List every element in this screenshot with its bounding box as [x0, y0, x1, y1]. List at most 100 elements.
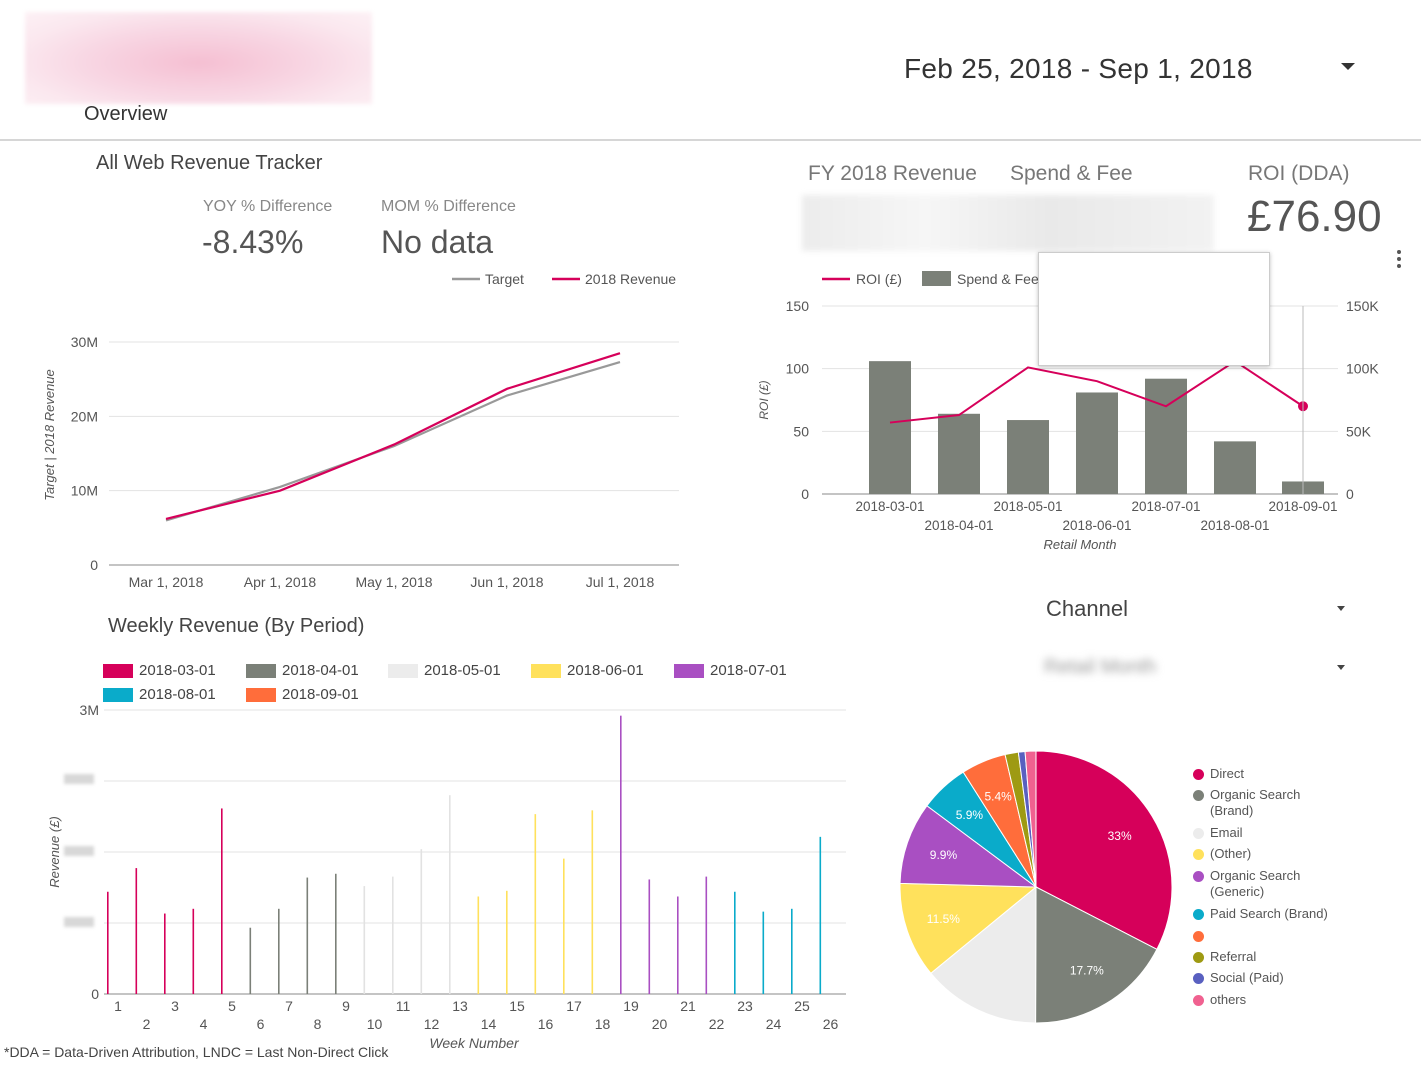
bar [705, 876, 708, 994]
weekly-revenue-chart: 3M01234567891011121314151617181920212223… [47, 702, 846, 1051]
pie-slice [1024, 750, 1037, 888]
legend-label: others [1210, 992, 1247, 1007]
pie-slice [1035, 750, 1173, 950]
y-tick-label: 100 [786, 361, 810, 377]
legend-label: Email [1210, 825, 1243, 840]
bar [363, 886, 366, 994]
legend-label: 2018-04-01 [282, 662, 359, 679]
pie-slice [1035, 886, 1158, 1024]
x-tick-label: 26 [823, 1016, 839, 1032]
legend-swatch [1193, 952, 1204, 963]
legend-label: Direct [1210, 766, 1244, 781]
legend-swatch [1193, 790, 1204, 801]
y-tick-label: 150 [786, 298, 810, 314]
kpi-values-redacted [802, 195, 1214, 251]
pie-slice [899, 882, 1038, 974]
channel-filter[interactable]: Channel [1046, 596, 1128, 621]
x-tick-label: 21 [680, 998, 696, 1014]
chevron-down-icon[interactable] [1337, 665, 1345, 670]
chevron-down-icon[interactable] [1341, 63, 1355, 70]
redacted-tick-label [64, 774, 94, 784]
legend-item: 2018-04-01 [246, 662, 359, 679]
legend-item: 2018-07-01 [674, 662, 787, 679]
legend-label: Organic Search (Generic) [1210, 868, 1301, 899]
legend-label: 2018 Revenue [585, 271, 676, 287]
chevron-down-icon[interactable] [1337, 606, 1345, 611]
legend-swatch [1193, 828, 1204, 839]
bar [249, 927, 252, 994]
bar [449, 795, 451, 994]
header-divider [0, 139, 1421, 141]
legend-label: Referral [1210, 949, 1257, 964]
x-tick-label: 1 [114, 998, 122, 1014]
y-tick-label: 30M [71, 334, 98, 350]
retail-month-filter-redacted[interactable]: Retail Month [1044, 656, 1157, 678]
x-tick-label: Jun 1, 2018 [470, 574, 543, 590]
bar [734, 891, 736, 994]
tab-overview[interactable]: Overview [84, 103, 168, 125]
legend-swatch [1193, 931, 1204, 942]
footnote: *DDA = Data-Driven Attribution, LNDC = L… [4, 1044, 389, 1060]
legend-swatch [388, 663, 418, 678]
legend-label: Target [485, 271, 524, 287]
legend-item: 2018-06-01 [531, 662, 644, 679]
x-axis-label: Retail Month [1044, 537, 1117, 552]
legend-label: 2018-08-01 [139, 686, 216, 703]
x-tick-label: 11 [396, 998, 411, 1014]
legend-swatch [922, 271, 951, 286]
more-options-icon[interactable] [1394, 250, 1404, 272]
bar [869, 361, 911, 494]
x-tick-label: 18 [595, 1016, 611, 1032]
x-tick-label: 15 [509, 998, 525, 1014]
slice-label: 5.4% [984, 790, 1012, 804]
x-tick-label: 8 [314, 1016, 322, 1032]
mom-value: No data [381, 224, 494, 260]
series-line [165, 352, 621, 520]
x-tick-label: 2018-06-01 [1062, 518, 1131, 533]
x-tick-label: 22 [709, 1016, 725, 1032]
bar [677, 896, 679, 994]
slice-label: 33% [1108, 829, 1132, 843]
x-tick-label: 20 [652, 1016, 668, 1032]
legend-label: Paid Search (Brand) [1210, 906, 1328, 921]
date-range-picker[interactable]: Feb 25, 2018 - Sep 1, 2018 [904, 53, 1253, 84]
x-tick-label: 6 [257, 1016, 265, 1032]
legend-label: 2018-05-01 [424, 662, 501, 679]
y-tick-label: 3M [80, 702, 99, 718]
slice-label: 17.7% [1070, 964, 1104, 978]
x-tick-label: 14 [481, 1016, 497, 1032]
legend-label: 2018-03-01 [139, 662, 216, 679]
bar [221, 808, 223, 994]
legend-item: 2018-08-01 [103, 686, 216, 703]
series-line [165, 361, 621, 522]
bar [392, 876, 394, 994]
bar [791, 908, 793, 994]
x-tick-label: 19 [623, 998, 639, 1014]
y-tick-label: 0 [90, 557, 98, 573]
spend-fee-label: Spend & Fee [1010, 162, 1133, 185]
bar [192, 908, 195, 994]
x-tick-label: 4 [200, 1016, 208, 1032]
y-axis-label: ROI (£) [757, 380, 771, 419]
bar [420, 849, 423, 994]
x-tick-label: 2018-05-01 [993, 499, 1062, 514]
legend-item: 2018-03-01 [103, 662, 216, 679]
bar [819, 836, 822, 994]
bar [534, 814, 537, 994]
yoy-label: YOY % Difference [203, 198, 333, 215]
legend-swatch [103, 663, 133, 678]
legend-swatch [246, 687, 276, 702]
legend-label: 2018-07-01 [710, 662, 787, 679]
legend-label: Social (Paid) [1210, 970, 1284, 985]
pie-slice [899, 805, 1038, 888]
x-tick-label: Apr 1, 2018 [244, 574, 317, 590]
revenue-tracker-chart: 0 10M 20M 30M Mar 1, 2018 Apr 1, 2018 May 1, 2… [42, 271, 679, 590]
bar [591, 810, 594, 994]
bar [506, 890, 508, 994]
bar [1214, 441, 1256, 494]
chart-tooltip [1038, 252, 1270, 366]
x-tick-label: Jul 1, 2018 [586, 574, 655, 590]
legend-swatch [1193, 871, 1204, 882]
legend-swatch [531, 663, 561, 678]
bar [563, 858, 565, 994]
